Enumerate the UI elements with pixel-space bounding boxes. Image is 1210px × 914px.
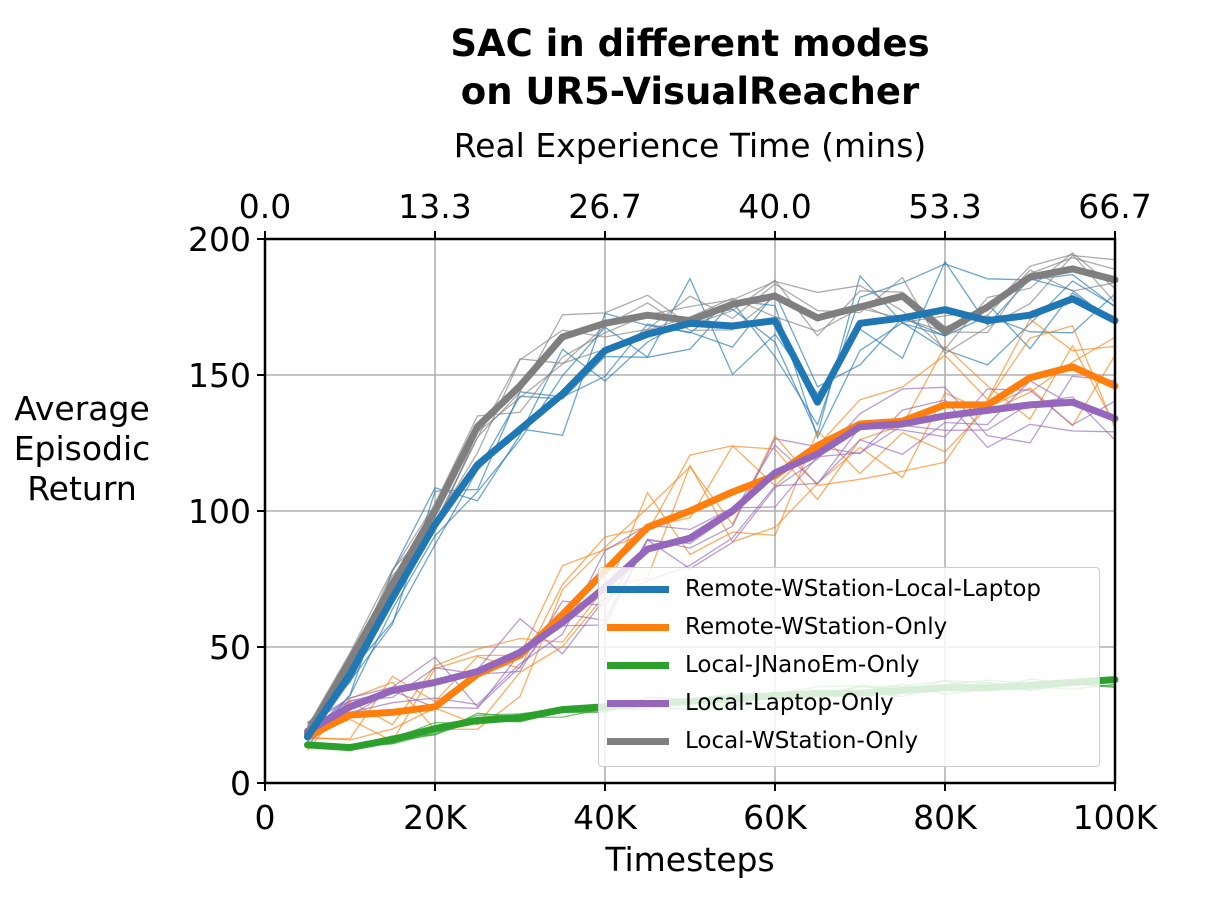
top-tick-label: 26.7 xyxy=(568,187,641,226)
legend-label: Remote-WStation-Only xyxy=(685,614,948,640)
top-tick-label: 13.3 xyxy=(398,187,471,226)
legend-label: Local-JNanoEm-Only xyxy=(685,652,920,678)
legend-swatch xyxy=(607,737,669,745)
top-tick-label: 53.3 xyxy=(908,187,981,226)
legend-label: Remote-WStation-Local-Laptop xyxy=(685,576,1042,602)
legend-item-local-jnanoem-only: Local-JNanoEm-Only xyxy=(607,646,919,684)
y-tick-label: 0 xyxy=(230,764,251,803)
y-axis-label-line-2: Episodic xyxy=(13,429,151,468)
x-tick-label: 100K xyxy=(1073,798,1159,837)
y-tick-label: 200 xyxy=(188,220,251,259)
x-tick-label: 20K xyxy=(403,798,468,837)
run-line xyxy=(306,251,1115,728)
series-line-4 xyxy=(304,265,1119,738)
top-tick-label: 66.7 xyxy=(1078,187,1151,226)
top-tick-label: 0.0 xyxy=(239,187,291,226)
legend-item-remote-wstation-only: Remote-WStation-Only xyxy=(607,608,947,646)
series-line-3 xyxy=(304,398,1119,735)
x-axis-label: Timesteps xyxy=(605,840,775,879)
run-line xyxy=(307,399,1115,724)
legend-swatch xyxy=(607,623,669,631)
run-line xyxy=(307,344,1115,740)
legend-item-local-laptop-only: Local-Laptop-Only xyxy=(607,684,894,722)
y-tick-label: 150 xyxy=(188,356,251,395)
top-tick-label: 40.0 xyxy=(738,187,811,226)
x-tick-label: 40K xyxy=(573,798,638,837)
x-tick-label: 0 xyxy=(255,798,276,837)
y-axis-label-line-3: Return xyxy=(27,469,137,508)
legend-item-remote-wstation-local-laptop: Remote-WStation-Local-Laptop xyxy=(607,570,1041,608)
x-tick-label: 80K xyxy=(913,798,978,837)
run-line xyxy=(307,354,1115,741)
y-tick-label: 50 xyxy=(209,628,251,667)
y-tick-label: 100 xyxy=(188,492,251,531)
top-axis-label: Real Experience Time (mins) xyxy=(453,126,927,165)
legend-swatch xyxy=(607,699,669,707)
x-tick-label: 60K xyxy=(743,798,808,837)
legend-item-local-wstation-only: Local-WStation-Only xyxy=(607,722,918,760)
legend: Remote-WStation-Local-Laptop Remote-WSta… xyxy=(598,567,1100,767)
legend-label: Local-WStation-Only xyxy=(685,728,919,754)
y-axis-label-line-1: Average xyxy=(14,389,150,428)
legend-label: Local-Laptop-Only xyxy=(685,690,894,716)
chart-title-line-1: SAC in different modes xyxy=(450,22,930,65)
legend-swatch xyxy=(607,585,669,593)
run-line xyxy=(307,375,1115,730)
series-line-0 xyxy=(304,295,1119,741)
chart-title-line-2: on UR5-VisualReacher xyxy=(460,70,920,113)
axis-ticks: 0 20K 40K 60K 80K 100K 0.0 13.3 26.7 40.0 53.3 66.7… xyxy=(188,187,1159,837)
series-line-1 xyxy=(304,363,1119,741)
legend-swatch xyxy=(607,661,669,669)
